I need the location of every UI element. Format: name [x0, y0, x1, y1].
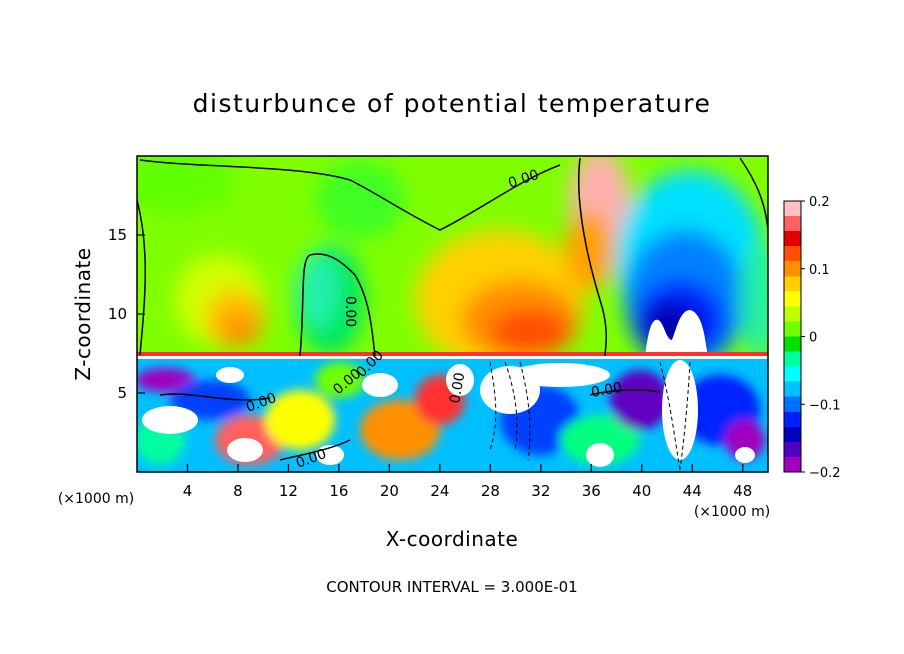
lower-turbulent-layer: [137, 359, 768, 472]
negative-peaks: [645, 310, 708, 358]
x-tick-label: 20: [380, 482, 399, 500]
x-tick-label: 48: [733, 482, 752, 500]
y-tick-label: 15: [108, 226, 127, 244]
colorbar-tick-label: 0: [809, 331, 817, 346]
colorbar-ticks: 0.2 0.1 0 −0.1 −0.2: [801, 195, 841, 481]
zero-contours: [137, 157, 768, 461]
upper-layer-blobs: [137, 156, 768, 370]
heatmap-field: 0.00 0.00 0.00 0.00 0.00 0.00 0.00 0.00: [137, 156, 768, 472]
x-tick-label: 16: [329, 482, 348, 500]
y-tick-label: 5: [117, 384, 127, 402]
colorbar-tick-label: −0.2: [809, 466, 841, 481]
x-tick-label: 8: [233, 482, 243, 500]
contour-label: 0.00: [447, 371, 468, 404]
inversion-layer: [137, 352, 768, 359]
contour-label: 0.00: [590, 380, 623, 401]
x-tick-label: 24: [430, 482, 449, 500]
y-axis-ticks: 5 10 15: [108, 226, 145, 402]
x-tick-label: 44: [683, 482, 702, 500]
x-unit-label: (×1000 m): [694, 504, 770, 520]
x-tick-label: 12: [279, 482, 298, 500]
x-tick-label: 32: [531, 482, 550, 500]
contour-interval-note: CONTOUR INTERVAL = 3.000E-01: [326, 578, 577, 596]
x-tick-label: 28: [481, 482, 500, 500]
negative-contours: [489, 361, 691, 471]
y-tick-label: 10: [108, 305, 127, 323]
x-tick-label: 4: [183, 482, 193, 500]
colorbar-tick-label: −0.1: [809, 398, 841, 413]
contour-label: 0.00: [342, 296, 358, 327]
colorbar-bar: [783, 200, 802, 473]
x-axis-ticks: 4 8 12 16 20 24 28 32 36 40 44 48: [183, 464, 752, 500]
colorbar-tick-label: 0.1: [809, 263, 830, 278]
x-tick-label: 40: [632, 482, 651, 500]
x-axis-label: X-coordinate: [386, 527, 519, 551]
colorbar: 0.2 0.1 0 −0.1 −0.2: [783, 195, 841, 481]
chart-title: disturbunce of potential temperature: [193, 89, 712, 118]
y-axis-label: Z-coordinate: [71, 247, 95, 380]
x-tick-label: 36: [582, 482, 601, 500]
y-unit-label: (×1000 m): [58, 491, 134, 507]
colorbar-tick-label: 0.2: [809, 195, 830, 210]
